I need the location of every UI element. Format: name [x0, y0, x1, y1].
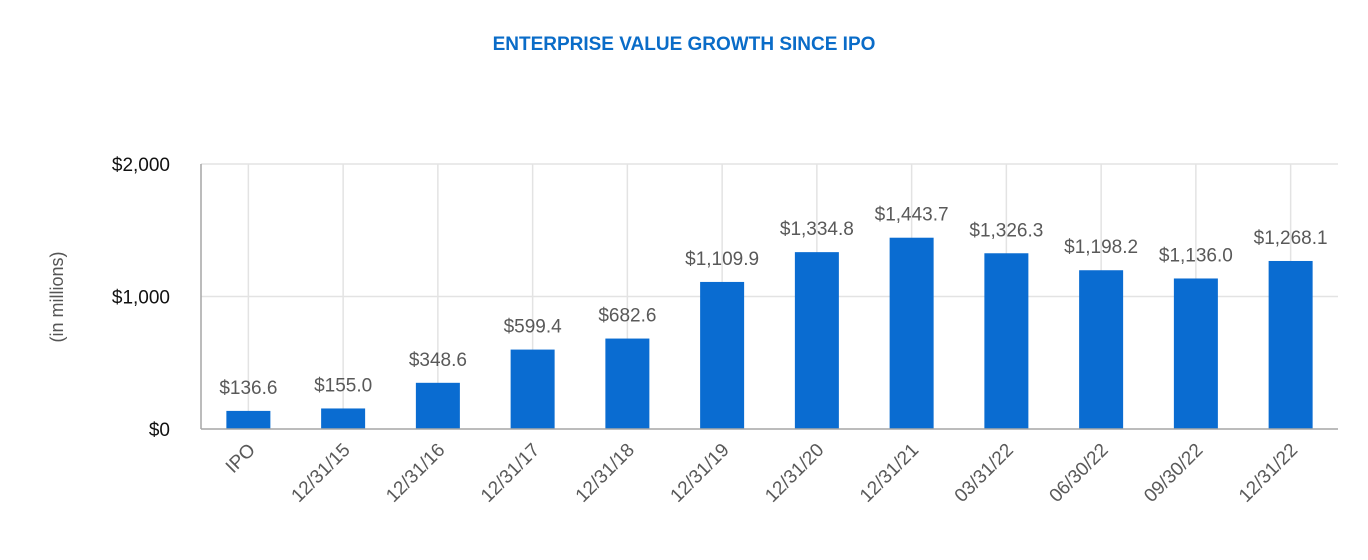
bar [510, 349, 555, 429]
x-tick-label: IPO [222, 440, 260, 478]
y-tick-label: $0 [149, 420, 170, 441]
data-labels: $136.6 $155.0 $348.6 $599.4 $682.6 $1,109.9 $1… [219, 205, 1327, 399]
x-tick-label: 12/31/19 [667, 440, 734, 507]
x-axis-ticks: IPO 12/31/15 12/31/16 12/31/17 12/31/18 12/31… [222, 440, 1302, 507]
data-label: $682.6 [598, 306, 656, 327]
bar [1079, 270, 1124, 429]
y-axis-ticks: $0 $1,000 $2,000 [112, 155, 170, 441]
bar [1268, 260, 1313, 429]
x-tick-label: 12/31/15 [288, 440, 355, 507]
data-label: $599.4 [504, 317, 563, 338]
data-label: $1,109.9 [685, 249, 759, 270]
data-label: $1,334.8 [780, 219, 854, 240]
x-tick-label: 12/31/16 [382, 440, 449, 507]
x-tick-label: 12/31/17 [477, 440, 544, 507]
data-label: $136.6 [219, 378, 277, 399]
x-tick-label: 06/30/22 [1046, 440, 1113, 507]
y-tick-label: $1,000 [112, 288, 170, 309]
bar [984, 253, 1029, 429]
data-label: $348.6 [409, 350, 467, 371]
bar [415, 382, 460, 429]
data-label: $1,443.7 [875, 205, 949, 226]
bar [321, 408, 366, 429]
data-label: $1,268.1 [1254, 228, 1328, 249]
x-tick-label: 03/31/22 [951, 440, 1018, 507]
bar [605, 338, 650, 429]
x-tick-label: 09/30/22 [1140, 440, 1207, 507]
y-tick-label: $2,000 [112, 155, 170, 176]
x-tick-label: 12/31/20 [761, 440, 828, 507]
bar [794, 252, 839, 429]
bar [1173, 278, 1218, 429]
bar [889, 237, 934, 429]
x-tick-label: 12/31/18 [572, 440, 639, 507]
x-tick-label: 12/31/21 [856, 440, 923, 507]
data-label: $1,326.3 [969, 220, 1043, 241]
bars [226, 237, 1313, 429]
bar [700, 281, 745, 429]
data-label: $1,136.0 [1159, 245, 1233, 266]
y-axis-label: (in millions) [47, 251, 67, 342]
chart-title: ENTERPRISE VALUE GROWTH SINCE IPO [493, 34, 876, 55]
data-label: $1,198.2 [1064, 237, 1138, 258]
bar [226, 410, 271, 429]
x-tick-label: 12/31/22 [1235, 440, 1302, 507]
data-label: $155.0 [314, 375, 372, 396]
